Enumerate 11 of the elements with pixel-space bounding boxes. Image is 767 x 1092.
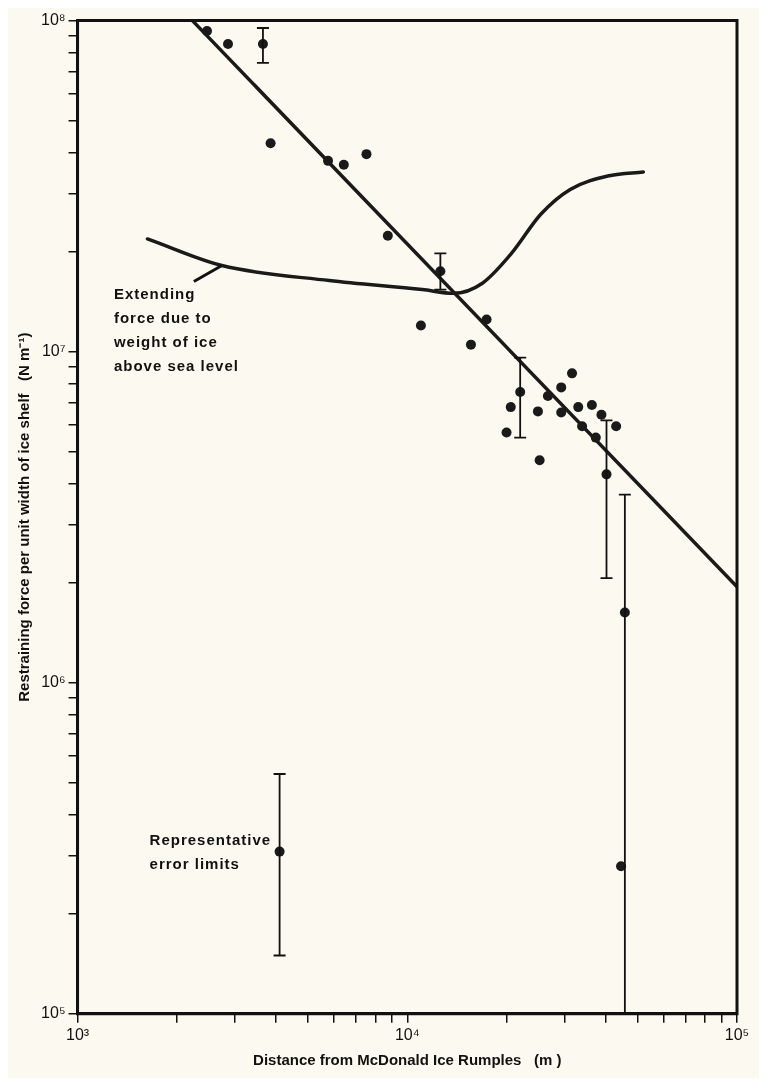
y-tick-label: 10⁶ (41, 673, 66, 691)
x-tick-label: 10³ (65, 1025, 90, 1043)
x-tick-label: 10⁴ (394, 1025, 420, 1043)
x-axis-title: Distance from McDonald Ice Rumples (m ) (253, 1051, 562, 1069)
x-tick-label: 10⁵ (724, 1025, 750, 1043)
y-tick-label: 10⁷ (41, 342, 66, 360)
y-tick-label: 10⁵ (41, 1004, 66, 1022)
y-axis-title: Restraining force per unit width of ice shelf (N m⁻¹) (15, 332, 33, 702)
annotation: Representative error limits (149, 831, 272, 873)
y-tick-label: 10⁸ (41, 11, 66, 29)
annotation: Extending force due to weight of ice above sea level (112, 285, 239, 375)
